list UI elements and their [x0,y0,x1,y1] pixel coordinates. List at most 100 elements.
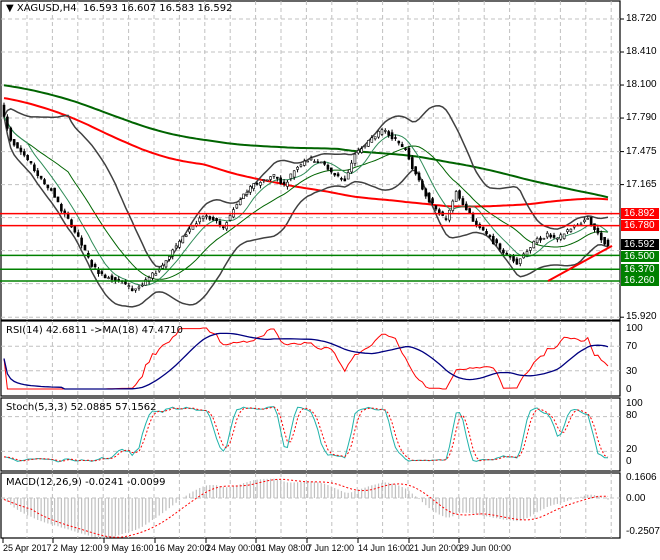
candle [53,187,56,198]
rsi-tick-label: 100 [626,323,643,334]
candle [340,178,343,180]
candle [137,286,141,289]
candle [529,247,532,251]
candle [414,166,417,175]
candle [319,161,323,164]
candle [549,234,552,238]
candle [552,235,556,238]
candle [353,153,357,164]
candle [22,151,26,156]
candle [350,162,353,173]
candle [542,237,546,240]
stoch-tick-label: 100 [626,398,643,409]
candle [279,177,282,184]
panel-frame-1 [0,320,621,397]
candle [56,196,60,203]
candle [589,217,593,225]
macd-label: MACD(12,26,9) -0.0241 -0.0099 [6,477,166,488]
candle [434,205,438,210]
candle [49,188,53,191]
time-label: 14 Jun 16:00 [358,543,411,553]
candle [525,251,529,256]
candle [93,264,97,268]
candle [188,228,191,233]
candle [262,179,266,181]
ma-fast-line [3,116,609,286]
candle [222,226,225,229]
price-tag-16.892: 16.892 [621,208,659,220]
candle [12,139,16,146]
candle [103,274,107,279]
candle [316,161,320,163]
candle [303,160,306,166]
candle [583,219,586,223]
candle [363,145,367,148]
candle [545,232,549,238]
candle [276,176,279,179]
candle [461,198,465,206]
candle [255,183,259,185]
candle [535,238,539,243]
rsi-label: RSI(14) 42.6811 ->MA(18) 47.4710 [6,325,183,336]
rsi-tick-label: 30 [626,365,638,377]
candle [394,137,397,139]
candle [97,269,100,274]
candle [215,218,218,222]
candle [29,161,33,164]
candle [249,186,252,193]
candle [397,140,401,144]
candle [404,148,407,151]
candle [161,264,164,269]
candle [181,235,185,244]
candle [60,204,63,212]
macd-tick-label: -0.2507 [626,525,660,537]
time-label: 21 Jun 20:00 [409,543,462,553]
stoch-tick-label: 80 [626,410,638,421]
bollinger-upper [3,105,609,268]
candle [252,183,255,189]
symbol-label: XAGUSD,H4 [16,3,77,14]
candle [556,237,559,240]
candle [451,200,455,211]
time-label: 25 Apr 2017 [3,543,52,553]
candle [76,232,80,237]
candle [100,271,104,274]
candle [228,215,232,221]
candle [245,191,249,195]
candle [33,164,36,172]
stoch-signal-line [3,406,609,462]
candle [424,188,428,197]
candle [205,215,208,217]
candle [299,164,303,167]
ohlc-values: 16.593 16.607 16.583 16.592 [82,3,233,14]
candle [495,239,498,244]
candle [603,236,606,245]
candle [599,232,603,241]
candle [198,217,202,223]
time-label: 16 May 20:00 [155,543,210,553]
candle [2,104,6,117]
candle [309,157,313,161]
candle [26,155,29,161]
candle [292,170,296,178]
candle [36,170,40,176]
candle [539,237,542,241]
rsi-tick-label: 70 [626,341,638,353]
candle [505,252,509,255]
candle [346,172,350,180]
candle [171,249,175,257]
candle [127,285,131,287]
candle [134,288,137,291]
candle [141,284,144,287]
macd-tick-label: 0.00 [626,493,646,504]
candle [532,241,536,249]
triangle-down-icon[interactable]: ▼ [6,3,14,14]
ma-mid-line [3,97,609,208]
price-tick-label: 18.410 [626,46,657,57]
candle [357,150,360,154]
candle [448,209,451,221]
candle [330,167,333,173]
candle [178,241,181,248]
candle [151,272,154,279]
